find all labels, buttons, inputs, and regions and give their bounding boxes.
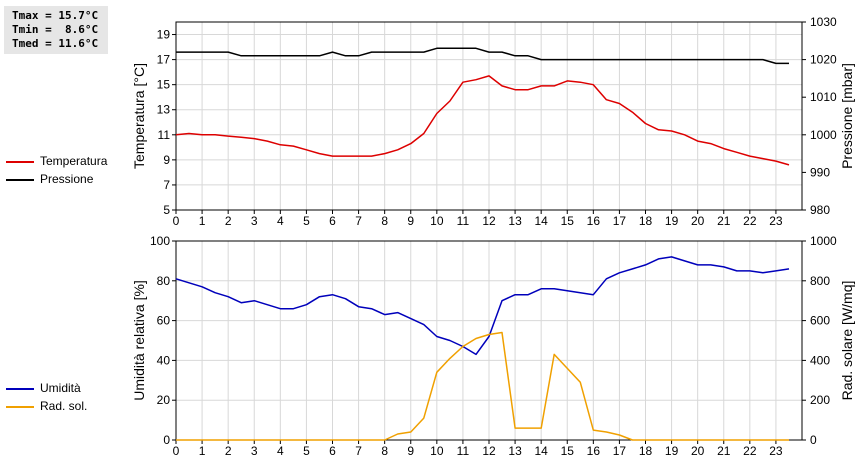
x-tick-label: 6 — [329, 444, 336, 458]
x-tick-label: 8 — [381, 214, 388, 228]
x-tick-label: 4 — [277, 444, 284, 458]
x-tick-label: 9 — [407, 444, 414, 458]
series-line-umidit — [175, 256, 790, 356]
x-tick-label: 1 — [199, 214, 206, 228]
x-tick-label: 13 — [508, 444, 522, 458]
y2-tick-label: 1020 — [810, 53, 837, 67]
x-tick-label: 0 — [173, 214, 180, 228]
x-tick-label: 17 — [613, 214, 627, 228]
x-tick-label: 19 — [665, 214, 679, 228]
y2-axis-title: Pressione [mbar] — [839, 63, 855, 169]
y-axis-title: Umidità relativa [%] — [131, 280, 147, 401]
y-tick-label: 20 — [157, 393, 171, 407]
x-tick-label: 17 — [613, 444, 627, 458]
y-tick-label: 60 — [157, 314, 171, 328]
x-tick-label: 3 — [251, 214, 258, 228]
x-tick-label: 4 — [277, 214, 284, 228]
x-tick-label: 20 — [691, 444, 705, 458]
y2-tick-label: 800 — [810, 274, 830, 288]
x-tick-label: 14 — [534, 214, 548, 228]
y-tick-label: 11 — [158, 128, 171, 142]
x-tick-label: 19 — [665, 444, 679, 458]
x-tick-label: 3 — [251, 444, 258, 458]
x-tick-label: 8 — [381, 444, 388, 458]
series-line-pressione — [176, 47, 789, 65]
legend-label-solar-radiation: Rad. sol. — [40, 399, 88, 413]
y-tick-label: 5 — [163, 203, 170, 217]
legend-swatch-temperature — [6, 161, 34, 163]
legend-label-temperature: Temperatura — [40, 154, 108, 168]
stat-tmed: Tmed = 11.6°C — [12, 37, 99, 50]
x-tick-label: 22 — [743, 214, 757, 228]
legend-label-pressure: Pressione — [40, 172, 94, 186]
x-tick-label: 7 — [355, 444, 362, 458]
x-tick-label: 13 — [508, 214, 522, 228]
x-tick-label: 6 — [329, 214, 336, 228]
y2-tick-label: 0 — [810, 433, 817, 447]
x-tick-label: 1 — [199, 444, 206, 458]
y2-tick-label: 1010 — [810, 90, 837, 104]
x-tick-label: 11 — [457, 214, 470, 228]
x-tick-label: 16 — [587, 444, 601, 458]
y-tick-label: 40 — [157, 353, 171, 367]
series-line-rad-sol — [176, 331, 789, 441]
x-tick-label: 7 — [355, 214, 362, 228]
y-axis-title: Temperatura [°C] — [131, 63, 147, 169]
stats-box: Tmax = 15.7°C Tmin = 8.6°C Tmed = 11.6°C — [4, 6, 108, 54]
x-tick-label: 22 — [743, 444, 757, 458]
x-tick-label: 20 — [691, 214, 705, 228]
x-tick-label: 15 — [561, 444, 575, 458]
y-tick-label: 9 — [163, 153, 170, 167]
stat-tmin: Tmin = 8.6°C — [12, 23, 99, 36]
x-tick-label: 23 — [769, 444, 783, 458]
plot-frame — [175, 240, 803, 441]
series-line-temperatura — [175, 75, 790, 166]
y-tick-label: 19 — [157, 28, 171, 42]
y2-tick-label: 1000 — [810, 128, 837, 142]
x-tick-label: 21 — [717, 444, 731, 458]
x-tick-label: 18 — [639, 214, 653, 228]
y2-tick-label: 600 — [810, 314, 830, 328]
x-tick-label: 16 — [587, 214, 601, 228]
plot-frame — [175, 21, 803, 211]
legend-swatch-pressure — [6, 179, 34, 181]
y2-tick-label: 980 — [810, 203, 830, 217]
x-tick-label: 2 — [225, 444, 232, 458]
x-tick-label: 23 — [769, 214, 783, 228]
x-tick-label: 2 — [225, 214, 232, 228]
x-tick-label: 12 — [482, 444, 496, 458]
legend-label-humidity: Umidità — [40, 381, 81, 395]
x-tick-label: 14 — [534, 444, 548, 458]
y2-tick-label: 1030 — [810, 15, 837, 29]
y2-axis-title: Rad. solare [W/mq] — [839, 281, 855, 401]
legend-swatch-solar-radiation — [6, 406, 34, 408]
y2-tick-label: 200 — [810, 393, 830, 407]
x-tick-label: 5 — [303, 214, 310, 228]
y-tick-label: 15 — [157, 78, 171, 92]
x-tick-label: 10 — [430, 214, 444, 228]
stat-tmax: Tmax = 15.7°C — [12, 9, 99, 22]
y2-tick-label: 400 — [810, 353, 830, 367]
x-tick-label: 18 — [639, 444, 653, 458]
y-tick-label: 17 — [157, 53, 171, 67]
x-tick-label: 5 — [303, 444, 310, 458]
y2-tick-label: 1000 — [810, 234, 837, 248]
y2-tick-label: 990 — [810, 165, 830, 179]
x-tick-label: 0 — [173, 444, 180, 458]
y-tick-label: 100 — [150, 234, 170, 248]
y-tick-label: 0 — [163, 433, 170, 447]
y-tick-label: 80 — [157, 274, 171, 288]
x-tick-label: 10 — [430, 444, 444, 458]
legend-swatch-humidity — [6, 388, 34, 390]
x-tick-label: 15 — [561, 214, 575, 228]
y-tick-label: 7 — [163, 178, 170, 192]
x-tick-label: 11 — [457, 444, 470, 458]
x-tick-label: 9 — [407, 214, 414, 228]
y-tick-label: 13 — [157, 103, 171, 117]
x-tick-label: 21 — [717, 214, 731, 228]
x-tick-label: 12 — [482, 214, 496, 228]
